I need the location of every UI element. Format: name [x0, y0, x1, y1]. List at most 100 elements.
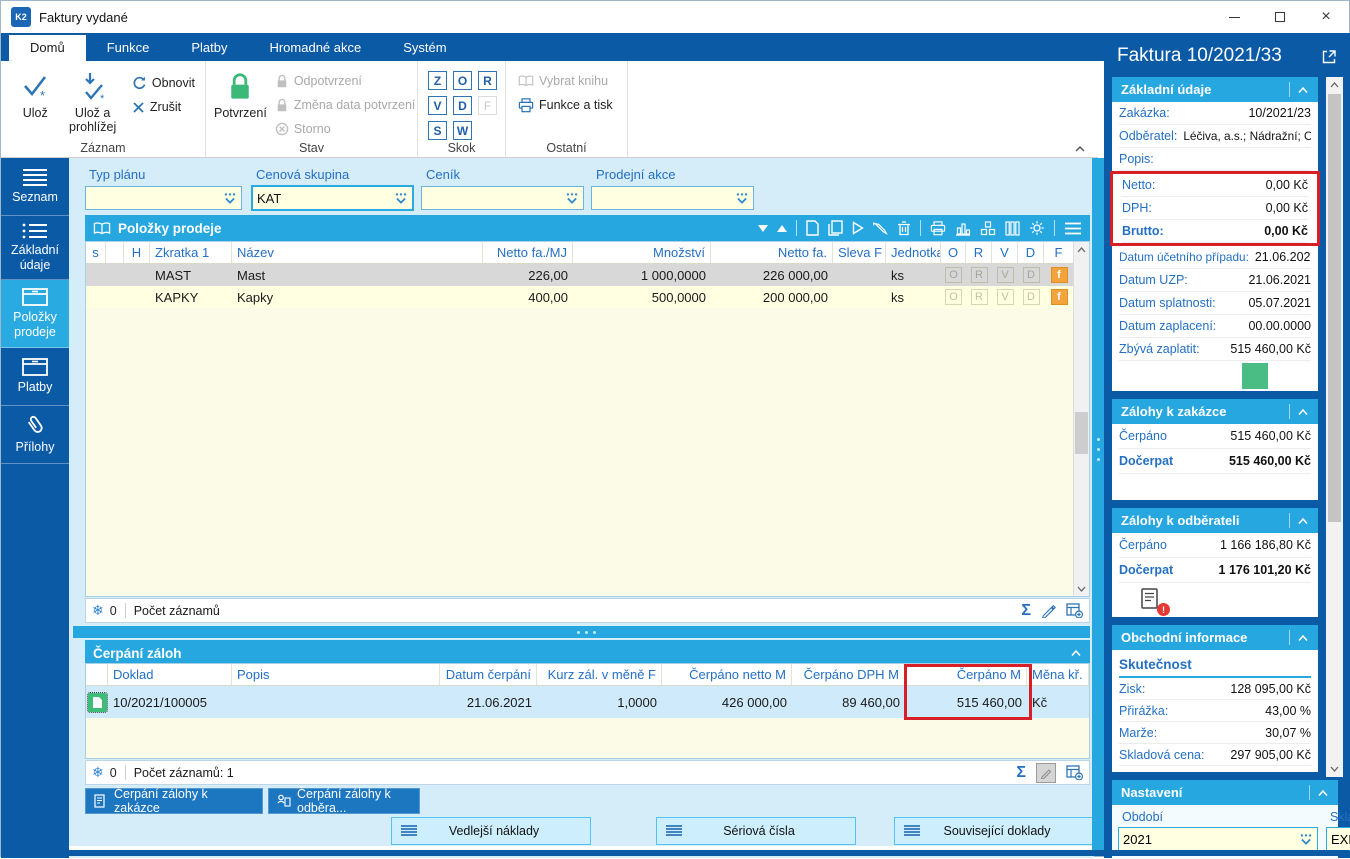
detail-panel-scrollbar[interactable]	[1326, 77, 1343, 777]
cenova-skupina-field[interactable]	[251, 185, 414, 211]
items-table-row[interactable]: MAST Mast 226,00 1 000,0000 226 000,00 k…	[86, 264, 1074, 286]
cancel-button[interactable]: Zrušit	[128, 95, 199, 119]
col-mena[interactable]: Měna kř.	[1027, 664, 1089, 685]
save-and-view-button[interactable]: * Ulož a prohlížej	[61, 67, 124, 135]
cenik-field[interactable]	[421, 186, 584, 210]
cube-icon[interactable]	[980, 220, 996, 236]
col-zkratka[interactable]: Zkratka 1	[150, 242, 232, 263]
dropdown-icon[interactable]	[735, 192, 749, 205]
storno-button[interactable]: Storno	[271, 117, 420, 141]
run-icon[interactable]	[852, 221, 864, 235]
sidebar-item-zakladni-udaje[interactable]: Základní údaje	[1, 216, 69, 280]
confirm-button[interactable]: Potvrzení	[214, 67, 267, 120]
change-confirm-date-button[interactable]: Změna data potvrzení	[271, 93, 420, 117]
chart-icon[interactable]	[955, 221, 971, 236]
typ-planu-field[interactable]	[85, 186, 242, 210]
collapse-chevron-icon[interactable]	[1289, 630, 1309, 645]
col-jednotka[interactable]: Jednotka	[886, 242, 941, 263]
delete-trash-icon[interactable]	[897, 220, 911, 236]
collapse-chevron-icon[interactable]	[1070, 649, 1082, 657]
scroll-up-icon[interactable]	[1074, 242, 1089, 257]
jump-key-w[interactable]: W	[453, 121, 472, 140]
period-field[interactable]	[1118, 827, 1318, 851]
tab-system[interactable]: Systém	[403, 40, 447, 55]
col-blank[interactable]	[106, 242, 124, 263]
col-r[interactable]: R	[966, 242, 992, 263]
collapse-chevron-icon[interactable]	[1289, 513, 1309, 528]
scrollbar-thumb[interactable]	[1328, 94, 1341, 522]
sort-asc-icon[interactable]	[777, 224, 787, 232]
scrollbar-thumb[interactable]	[1075, 412, 1088, 454]
dropdown-icon[interactable]	[394, 192, 408, 205]
sidebar-item-prilohy[interactable]: Přílohy	[1, 406, 69, 464]
freeze-snowflake-icon[interactable]: ❄	[92, 764, 104, 780]
table-add-icon[interactable]	[1066, 765, 1083, 780]
col-s[interactable]: s	[86, 242, 106, 263]
sidebar-item-platby[interactable]: Platby	[1, 348, 69, 406]
col-o[interactable]: O	[941, 242, 966, 263]
horizontal-splitter[interactable]	[73, 626, 1090, 638]
col-cerpano-netto[interactable]: Čerpáno netto M	[662, 664, 792, 685]
tab-funkce[interactable]: Funkce	[106, 40, 150, 55]
prodejni-akce-field[interactable]	[591, 186, 754, 210]
sum-sigma-icon[interactable]: Σ	[1021, 601, 1031, 619]
souvisejici-doklady-button[interactable]: Související doklady	[894, 817, 1094, 845]
menu-icon[interactable]	[1064, 222, 1082, 235]
open-external-icon[interactable]	[1321, 49, 1337, 65]
close-button[interactable]: ×	[1321, 8, 1331, 25]
collapse-ribbon-button[interactable]	[1074, 145, 1086, 153]
col-netto-mj[interactable]: Netto fa./MJ	[483, 242, 573, 263]
col-doklad[interactable]: Doklad	[108, 664, 232, 685]
sort-desc-icon[interactable]	[758, 224, 768, 232]
jump-key-z[interactable]: Z	[428, 71, 447, 90]
col-f[interactable]: F	[1044, 242, 1074, 263]
copy-icon[interactable]	[828, 220, 843, 236]
sidebar-item-seznam[interactable]: Seznam	[1, 158, 69, 216]
unconfirm-button[interactable]: Odpotvrzení	[271, 69, 420, 93]
advances-table-row[interactable]: 10/2021/100005 21.06.2021 1,0000 426 000…	[86, 686, 1089, 718]
col-popis[interactable]: Popis	[232, 664, 440, 685]
dropdown-icon[interactable]	[565, 192, 579, 205]
cerpani-zalohy-odberatel-button[interactable]: Čerpání zálohy k odběra...	[268, 787, 420, 815]
col-d[interactable]: D	[1018, 242, 1044, 263]
scroll-up-icon[interactable]	[1326, 77, 1343, 93]
jump-key-o[interactable]: O	[453, 71, 472, 90]
col-cerpano-m[interactable]: Čerpáno M	[905, 664, 1027, 685]
jump-key-r[interactable]: R	[478, 71, 497, 90]
col-kurz[interactable]: Kurz zál. v měně F	[537, 664, 662, 685]
section-header[interactable]: Zálohy k zakázce	[1112, 399, 1318, 424]
tab-platby[interactable]: Platby	[191, 40, 228, 55]
save-button[interactable]: * Ulož	[9, 67, 61, 120]
jump-key-d[interactable]: D	[453, 96, 472, 115]
dropdown-icon[interactable]	[223, 192, 237, 205]
stock-field[interactable]	[1326, 827, 1350, 851]
sum-sigma-icon[interactable]: Σ	[1016, 763, 1026, 781]
print-icon[interactable]	[930, 220, 946, 236]
section-header[interactable]: Základní údaje	[1112, 77, 1318, 102]
collapse-chevron-icon[interactable]	[1289, 404, 1309, 419]
scroll-down-icon[interactable]	[1074, 581, 1089, 596]
minimize-button[interactable]	[1211, 1, 1257, 33]
jump-key-v[interactable]: V	[428, 96, 447, 115]
section-header[interactable]: Obchodní informace	[1112, 625, 1318, 650]
collapse-chevron-icon[interactable]	[1289, 82, 1309, 97]
jump-key-s[interactable]: S	[428, 121, 447, 140]
document-alert-icon[interactable]: !	[1140, 588, 1170, 616]
items-table-scrollbar[interactable]	[1073, 242, 1089, 596]
col-netto-fa[interactable]: Netto fa.	[711, 242, 833, 263]
vedlejsi-naklady-button[interactable]: Vedlejší náklady	[391, 817, 591, 845]
section-header[interactable]: Zálohy k odběrateli	[1112, 508, 1318, 533]
col-v[interactable]: V	[992, 242, 1018, 263]
freeze-snowflake-icon[interactable]: ❄	[92, 602, 104, 618]
jump-key-f[interactable]: F	[478, 96, 497, 115]
edit-pencil-icon[interactable]	[1041, 603, 1056, 618]
vertical-splitter[interactable]	[1092, 158, 1104, 852]
scroll-down-icon[interactable]	[1326, 761, 1343, 777]
col-sleva[interactable]: Sleva F	[833, 242, 886, 263]
col-mnozstvi[interactable]: Množství	[573, 242, 711, 263]
edit-pencil-icon[interactable]	[873, 221, 888, 236]
functions-print-button[interactable]: Funkce a tisk	[514, 93, 617, 117]
refresh-button[interactable]: Obnovit	[128, 71, 199, 95]
dropdown-icon[interactable]	[1299, 833, 1313, 846]
columns-icon[interactable]	[1005, 220, 1020, 236]
